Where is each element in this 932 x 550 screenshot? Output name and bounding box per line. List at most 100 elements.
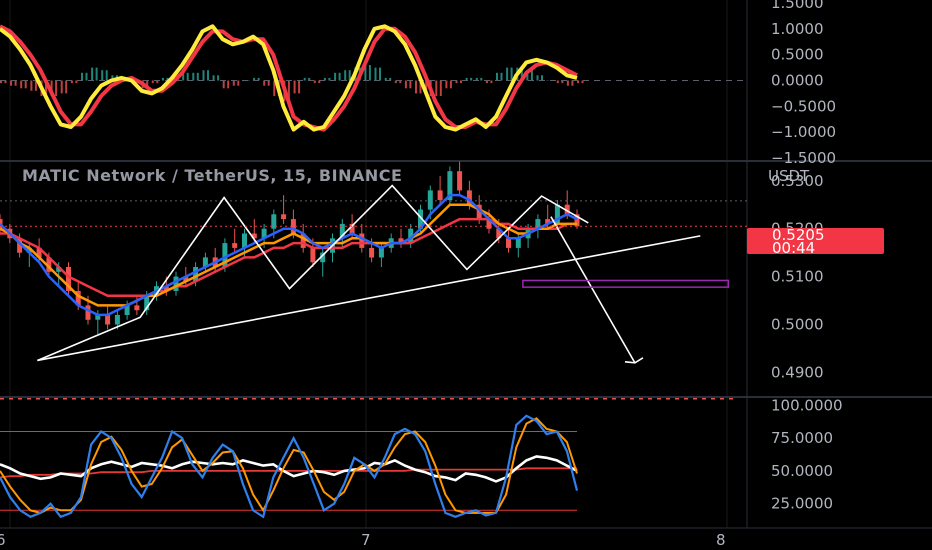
candle-body bbox=[202, 257, 208, 267]
macd-histogram-bar bbox=[196, 72, 199, 81]
candle-body bbox=[193, 267, 199, 282]
candle-body bbox=[496, 228, 502, 239]
candle-body bbox=[408, 228, 414, 244]
macd-histogram-bar bbox=[101, 70, 104, 81]
macd-tick-label: −0.5000 bbox=[771, 97, 836, 115]
macd-histogram-bar bbox=[536, 75, 539, 81]
pattern-zigzag-line[interactable] bbox=[37, 184, 589, 362]
macd-histogram-bar bbox=[500, 72, 503, 81]
candle-body bbox=[457, 171, 463, 191]
macd-histogram-bar bbox=[313, 80, 316, 84]
macd-histogram-bar bbox=[506, 67, 509, 81]
candle-body bbox=[281, 214, 287, 220]
macd-histogram-bar bbox=[50, 80, 53, 96]
time-tick-6: 6 bbox=[0, 531, 6, 549]
candle-body bbox=[486, 219, 492, 229]
macd-histogram-bar bbox=[95, 67, 98, 81]
candle-body bbox=[134, 305, 140, 311]
candle-body bbox=[290, 219, 296, 234]
oscillator-white-line bbox=[0, 455, 578, 483]
macd-histogram-bar bbox=[293, 80, 296, 94]
candle-body bbox=[95, 314, 101, 320]
macd-histogram-bar bbox=[571, 80, 574, 86]
macd-histogram-bar bbox=[81, 72, 83, 81]
macd-histogram-bar bbox=[91, 67, 94, 81]
macd-histogram-bar bbox=[111, 75, 114, 81]
candle-body bbox=[545, 219, 551, 224]
candle-body bbox=[300, 233, 306, 248]
price-badge-box bbox=[747, 228, 884, 254]
oscillator-axis-ticks: 100.0000 75.0000 50.0000 25.0000 bbox=[771, 396, 843, 512]
macd-histogram-bar bbox=[4, 80, 7, 84]
time-axis-ticks[interactable]: 6 7 8 bbox=[0, 531, 726, 549]
macd-histogram-bar bbox=[577, 80, 579, 84]
price-unit-label: USDT bbox=[768, 167, 810, 185]
candle-body bbox=[46, 257, 52, 272]
macd-histogram-bar bbox=[455, 80, 458, 84]
macd-histogram-bar bbox=[186, 72, 189, 81]
time-tick-7: 7 bbox=[361, 531, 371, 549]
macd-histogram-bar bbox=[348, 70, 351, 81]
macd-histogram-bar bbox=[24, 80, 27, 89]
price-tick-label: 0.5000 bbox=[771, 316, 824, 334]
macd-histogram-bar bbox=[318, 80, 321, 84]
price-tick-label: 0.5100 bbox=[771, 268, 824, 286]
candle-body bbox=[564, 204, 570, 215]
candle-body bbox=[242, 233, 247, 248]
candle-body bbox=[124, 305, 130, 315]
macd-histogram-bar bbox=[328, 77, 331, 81]
oscillator-tick-label: 75.0000 bbox=[771, 429, 833, 447]
candle-body bbox=[183, 276, 189, 282]
oscillator-tick-label: 50.0000 bbox=[771, 462, 833, 480]
candle-body bbox=[232, 243, 238, 248]
macd-histogram-bar bbox=[566, 80, 569, 86]
macd-histogram-bar bbox=[389, 77, 392, 81]
price-pane[interactable]: MATIC Network / TetherUS, 15, BINANCE US… bbox=[0, 161, 884, 400]
candle-body bbox=[339, 223, 345, 239]
macd-histogram-bar bbox=[10, 80, 13, 86]
candle-body bbox=[447, 171, 453, 200]
macd-tick-label: 1.5000 bbox=[771, 0, 824, 12]
oscillator-tick-label: 100.0000 bbox=[771, 396, 843, 414]
candle-body bbox=[144, 295, 150, 311]
macd-histogram-bar bbox=[212, 75, 215, 81]
macd-histogram-bar bbox=[20, 80, 23, 89]
macd-histogram-bar bbox=[404, 80, 407, 89]
macd-histogram-bar bbox=[45, 80, 47, 96]
projection-arrow-head bbox=[624, 357, 644, 364]
candle-body bbox=[535, 219, 541, 229]
trendline-neckline[interactable] bbox=[37, 235, 701, 362]
macd-histogram-bar bbox=[0, 80, 2, 84]
macd-histogram-bar bbox=[217, 75, 220, 81]
macd-tick-label: −1.0000 bbox=[771, 123, 836, 141]
macd-histogram-bar bbox=[581, 80, 584, 84]
macd-histogram-bar bbox=[303, 77, 306, 81]
macd-histogram-bar bbox=[55, 80, 58, 96]
candle-body bbox=[36, 247, 42, 258]
oscillator-pane[interactable]: 100.0000 75.0000 50.0000 25.0000 bbox=[0, 396, 843, 519]
projection-arrow[interactable] bbox=[550, 216, 636, 364]
candle-body bbox=[271, 214, 277, 229]
price-badge-value: 0.5205 bbox=[772, 226, 825, 244]
price-badge[interactable]: 0.5205 00:44 bbox=[747, 226, 884, 257]
macd-axis-ticks: 1.5000 1.0000 0.5000 0.0000 −0.5000 −1.0000 −1… bbox=[771, 0, 836, 167]
macd-histogram-bar bbox=[227, 80, 230, 89]
macd-histogram-bar bbox=[465, 77, 468, 81]
candle-body bbox=[17, 238, 23, 253]
macd-histogram-bar bbox=[510, 67, 513, 81]
macd-histogram-bar bbox=[449, 80, 452, 89]
oscillator-red-line bbox=[0, 467, 577, 479]
macd-histogram-bar bbox=[394, 80, 397, 84]
macd-histogram-bar bbox=[546, 80, 549, 81]
macd-histogram-bar bbox=[399, 80, 402, 84]
macd-histogram-bar bbox=[298, 80, 301, 94]
candle-body bbox=[251, 233, 257, 239]
macd-histogram-bar bbox=[202, 70, 205, 81]
macd-histogram-bar bbox=[364, 65, 367, 81]
macd-pane[interactable]: 1.5000 1.0000 0.5000 0.0000 −0.5000 −1.0000 −1… bbox=[0, 0, 836, 167]
price-tick-label: 0.4900 bbox=[771, 363, 824, 381]
macd-histogram-bar bbox=[409, 80, 412, 89]
target-zone-box[interactable] bbox=[522, 279, 730, 288]
candle-body bbox=[349, 223, 355, 234]
